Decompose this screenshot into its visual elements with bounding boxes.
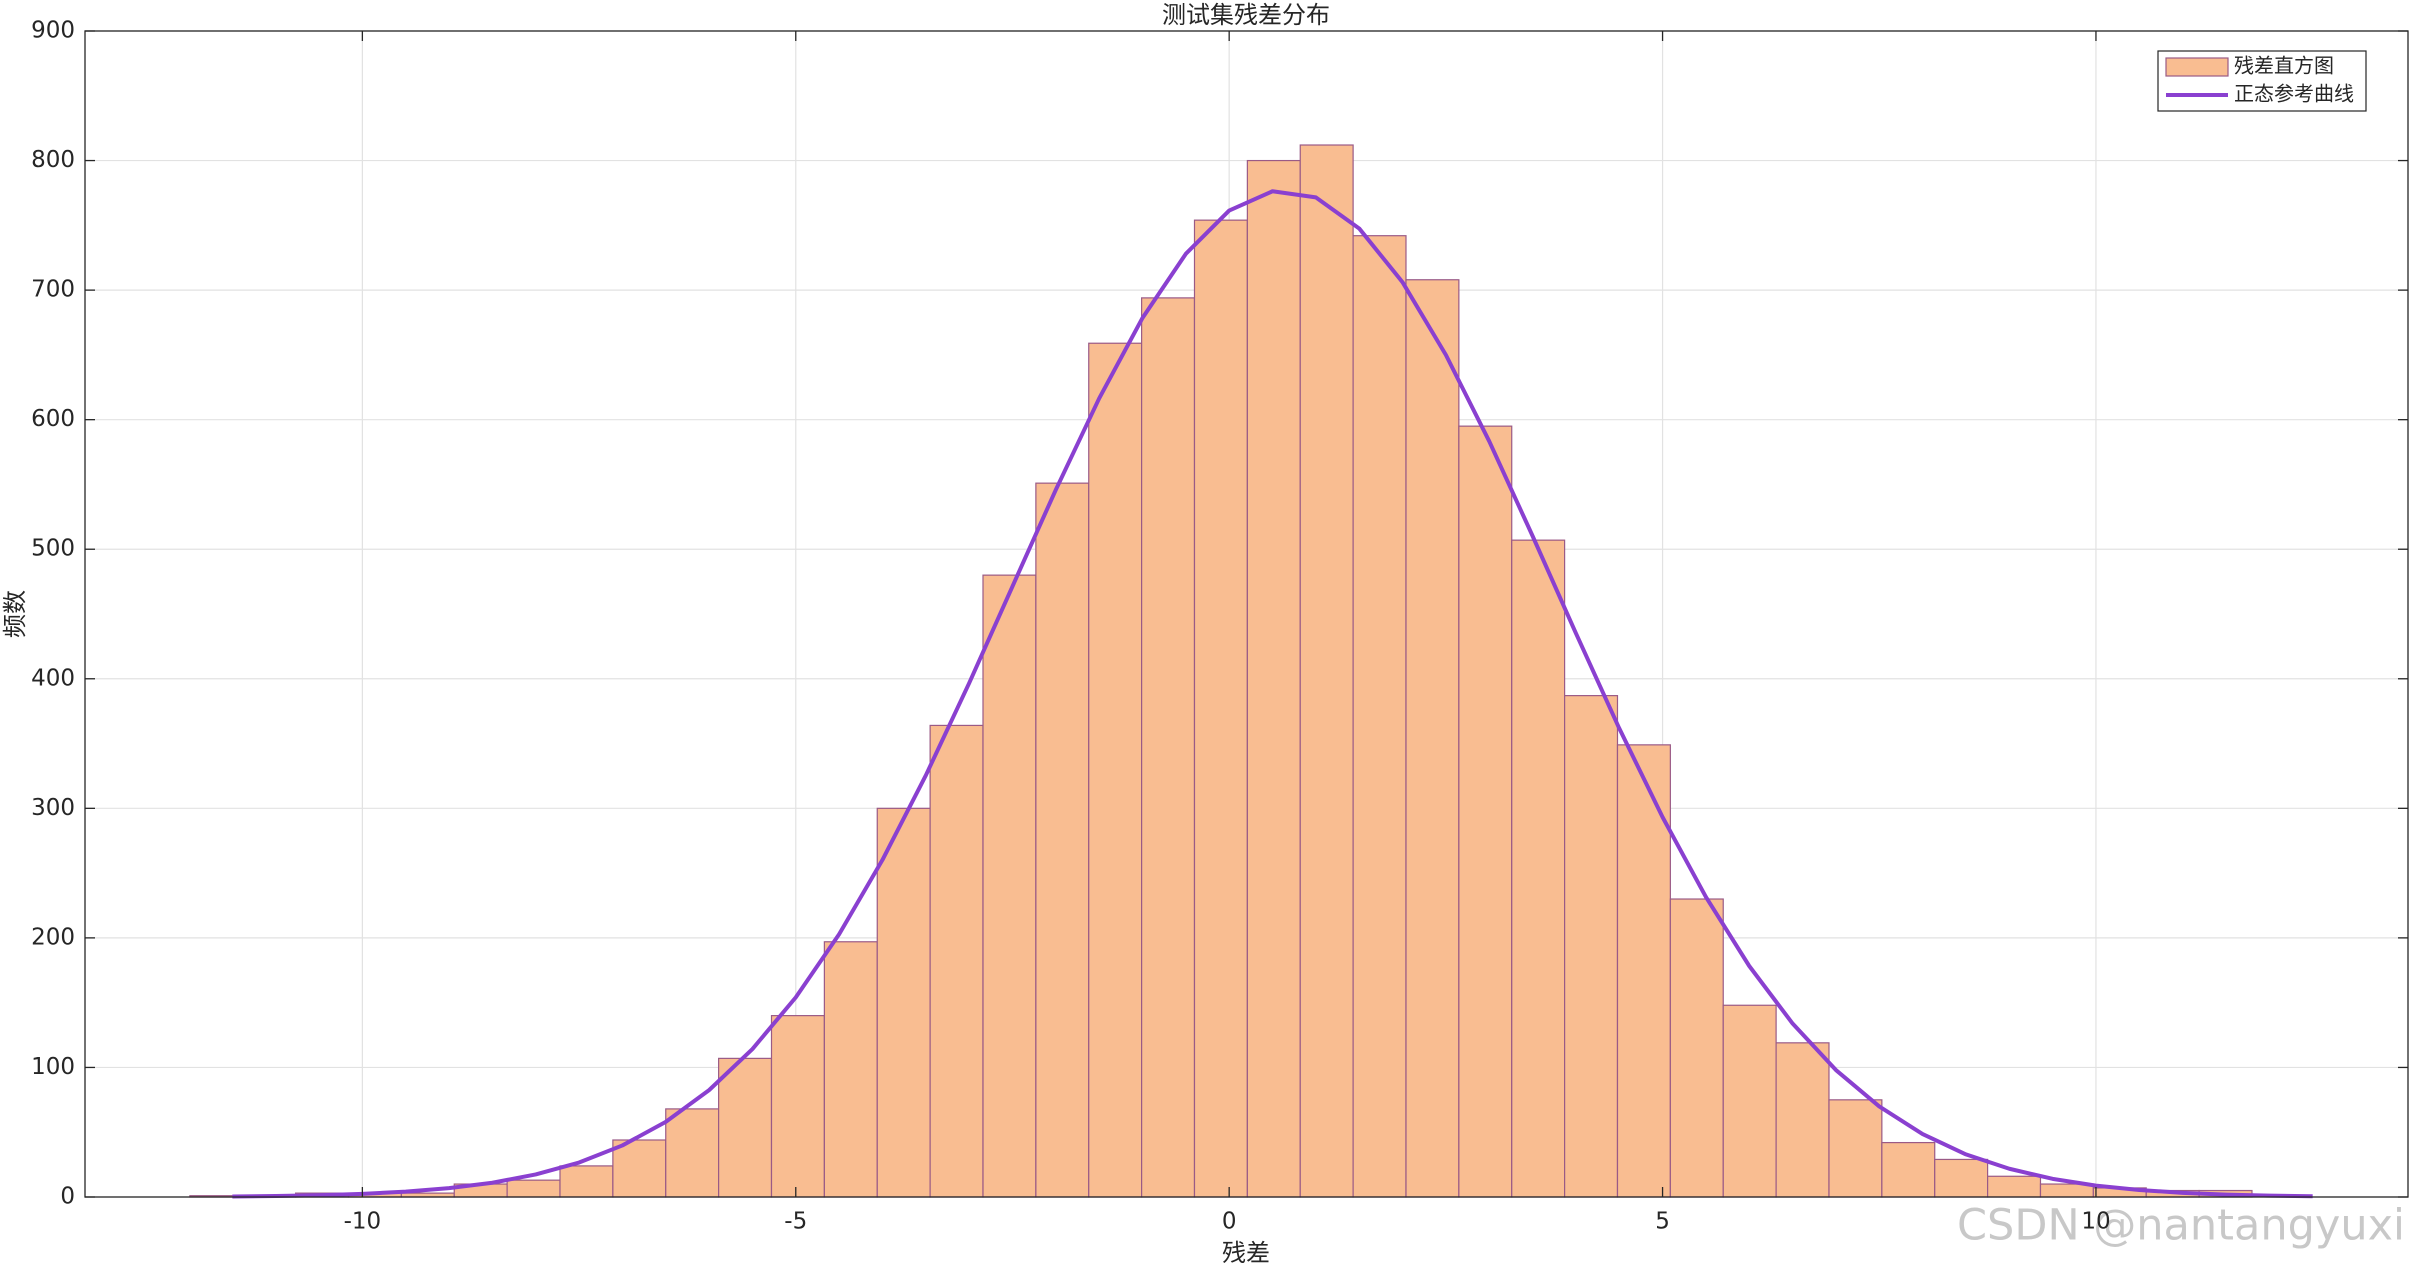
histogram-bar — [506, 1179, 561, 1198]
y-tick-label: 400 — [31, 665, 75, 691]
x-tick-label: 0 — [1222, 1209, 1237, 1235]
y-tick-label: 0 — [60, 1184, 75, 1210]
histogram-bar — [718, 1057, 773, 1198]
histogram-bar — [1828, 1099, 1883, 1198]
y-axis-label: 频数 — [1, 590, 29, 638]
histogram-bar — [1405, 279, 1460, 1198]
y-tick-label: 800 — [31, 147, 75, 173]
histogram-bar — [876, 807, 931, 1198]
x-tick-label: 10 — [2081, 1209, 2110, 1235]
normal-curve — [232, 189, 2313, 1199]
histogram-bar — [770, 1015, 825, 1198]
y-tick-label: 600 — [31, 406, 75, 432]
histogram-bar — [982, 574, 1037, 1198]
histogram-bar — [1722, 1004, 1777, 1198]
histogram-bar — [559, 1165, 614, 1198]
histogram-bar — [1881, 1141, 1936, 1198]
y-tick-label: 700 — [31, 277, 75, 303]
x-tick-label: -10 — [344, 1209, 382, 1235]
histogram-bar — [929, 724, 984, 1198]
histogram-bar — [1987, 1175, 2042, 1198]
histogram-bar — [1775, 1042, 1830, 1198]
y-tick-label: 100 — [31, 1054, 75, 1080]
legend-swatch — [2165, 57, 2229, 77]
x-tick-label: 5 — [1655, 1209, 1670, 1235]
x-axis-label: 残差 — [1222, 1239, 1270, 1267]
histogram-bar — [1193, 219, 1248, 1198]
histogram-bar — [1299, 144, 1354, 1198]
histogram-bar — [1511, 539, 1566, 1198]
watermark: CSDN @nantangyuxi — [1957, 1201, 2405, 1251]
histogram-bar — [1035, 482, 1090, 1198]
histogram-bar — [1458, 425, 1513, 1198]
y-tick-label: 500 — [31, 536, 75, 562]
histogram-bar — [1352, 235, 1407, 1198]
histogram-bar — [612, 1139, 667, 1198]
histogram-bar — [1564, 695, 1619, 1198]
y-tick-label: 200 — [31, 924, 75, 950]
chart-title: 测试集残差分布 — [1162, 1, 1330, 29]
y-tick-label: 300 — [31, 795, 75, 821]
x-tick-label: -5 — [784, 1209, 807, 1235]
histogram-bar — [665, 1108, 720, 1198]
histogram-bar — [1669, 898, 1724, 1198]
histogram-bar — [1141, 297, 1196, 1198]
histogram-bar — [2039, 1183, 2094, 1198]
histogram-bar — [1934, 1158, 1989, 1198]
legend-label: 正态参考曲线 — [2234, 82, 2354, 106]
legend-label: 残差直方图 — [2234, 54, 2334, 78]
histogram-bar — [1246, 159, 1301, 1198]
y-tick-label: 900 — [31, 18, 75, 44]
axes-box — [84, 30, 2409, 1198]
histogram-bar — [1088, 342, 1143, 1198]
histogram-bar — [823, 941, 878, 1198]
